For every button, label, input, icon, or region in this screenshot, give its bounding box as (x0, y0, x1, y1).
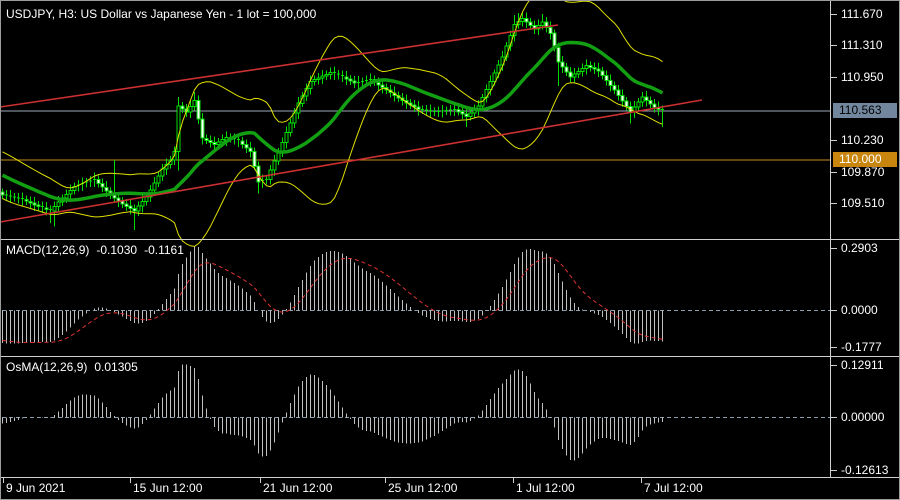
macd-name: MACD(12,26,9) (6, 243, 90, 257)
price-axis-label: 109.870 (841, 165, 885, 179)
macd-value-signal: -0.1161 (144, 243, 184, 257)
osma-indicator-label: OsMA(12,26,9) 0.01305 (6, 360, 138, 374)
indicator-scale-label: -0.1777 (841, 340, 882, 354)
time-axis-label: 7 Jul 12:00 (644, 481, 703, 495)
chart-title: USDJPY, H3: US Dollar vs Japanese Yen - … (6, 7, 317, 21)
osma-value-main: 0.01305 (94, 360, 138, 374)
time-axis-label: 25 Jun 12:00 (388, 481, 458, 495)
price-axis-label: 111.310 (841, 38, 883, 52)
price-axis-label: 110.950 (841, 70, 884, 84)
time-axis-label: 15 Jun 12:00 (133, 481, 203, 495)
time-axis-label: 21 Jun 12:00 (263, 481, 333, 495)
price-axis-label: 110.230 (841, 133, 884, 147)
indicator-scale-label: 0.00000 (841, 410, 885, 424)
indicator-scale-label: -0.12613 (841, 463, 889, 477)
indicator-scale-label: 0.0000 (841, 303, 878, 317)
bid-price-badge: 110.563 (833, 102, 897, 118)
price-axis-label: 111.670 (841, 7, 883, 21)
indicator-scale-label: 0.12911 (841, 358, 884, 372)
time-axis-label: 9 Jun 2021 (6, 481, 66, 495)
macd-value-main: -0.1030 (96, 243, 138, 257)
level-price-badge: 110.000 (833, 152, 897, 168)
osma-name: OsMA(12,26,9) (6, 360, 88, 374)
macd-indicator-label: MACD(12,26,9) -0.1030 -0.1161 (6, 243, 184, 257)
price-axis-label: 109.510 (841, 196, 885, 210)
time-axis-label: 1 Jul 12:00 (516, 481, 575, 495)
indicator-scale-label: 0.2903 (841, 241, 878, 255)
